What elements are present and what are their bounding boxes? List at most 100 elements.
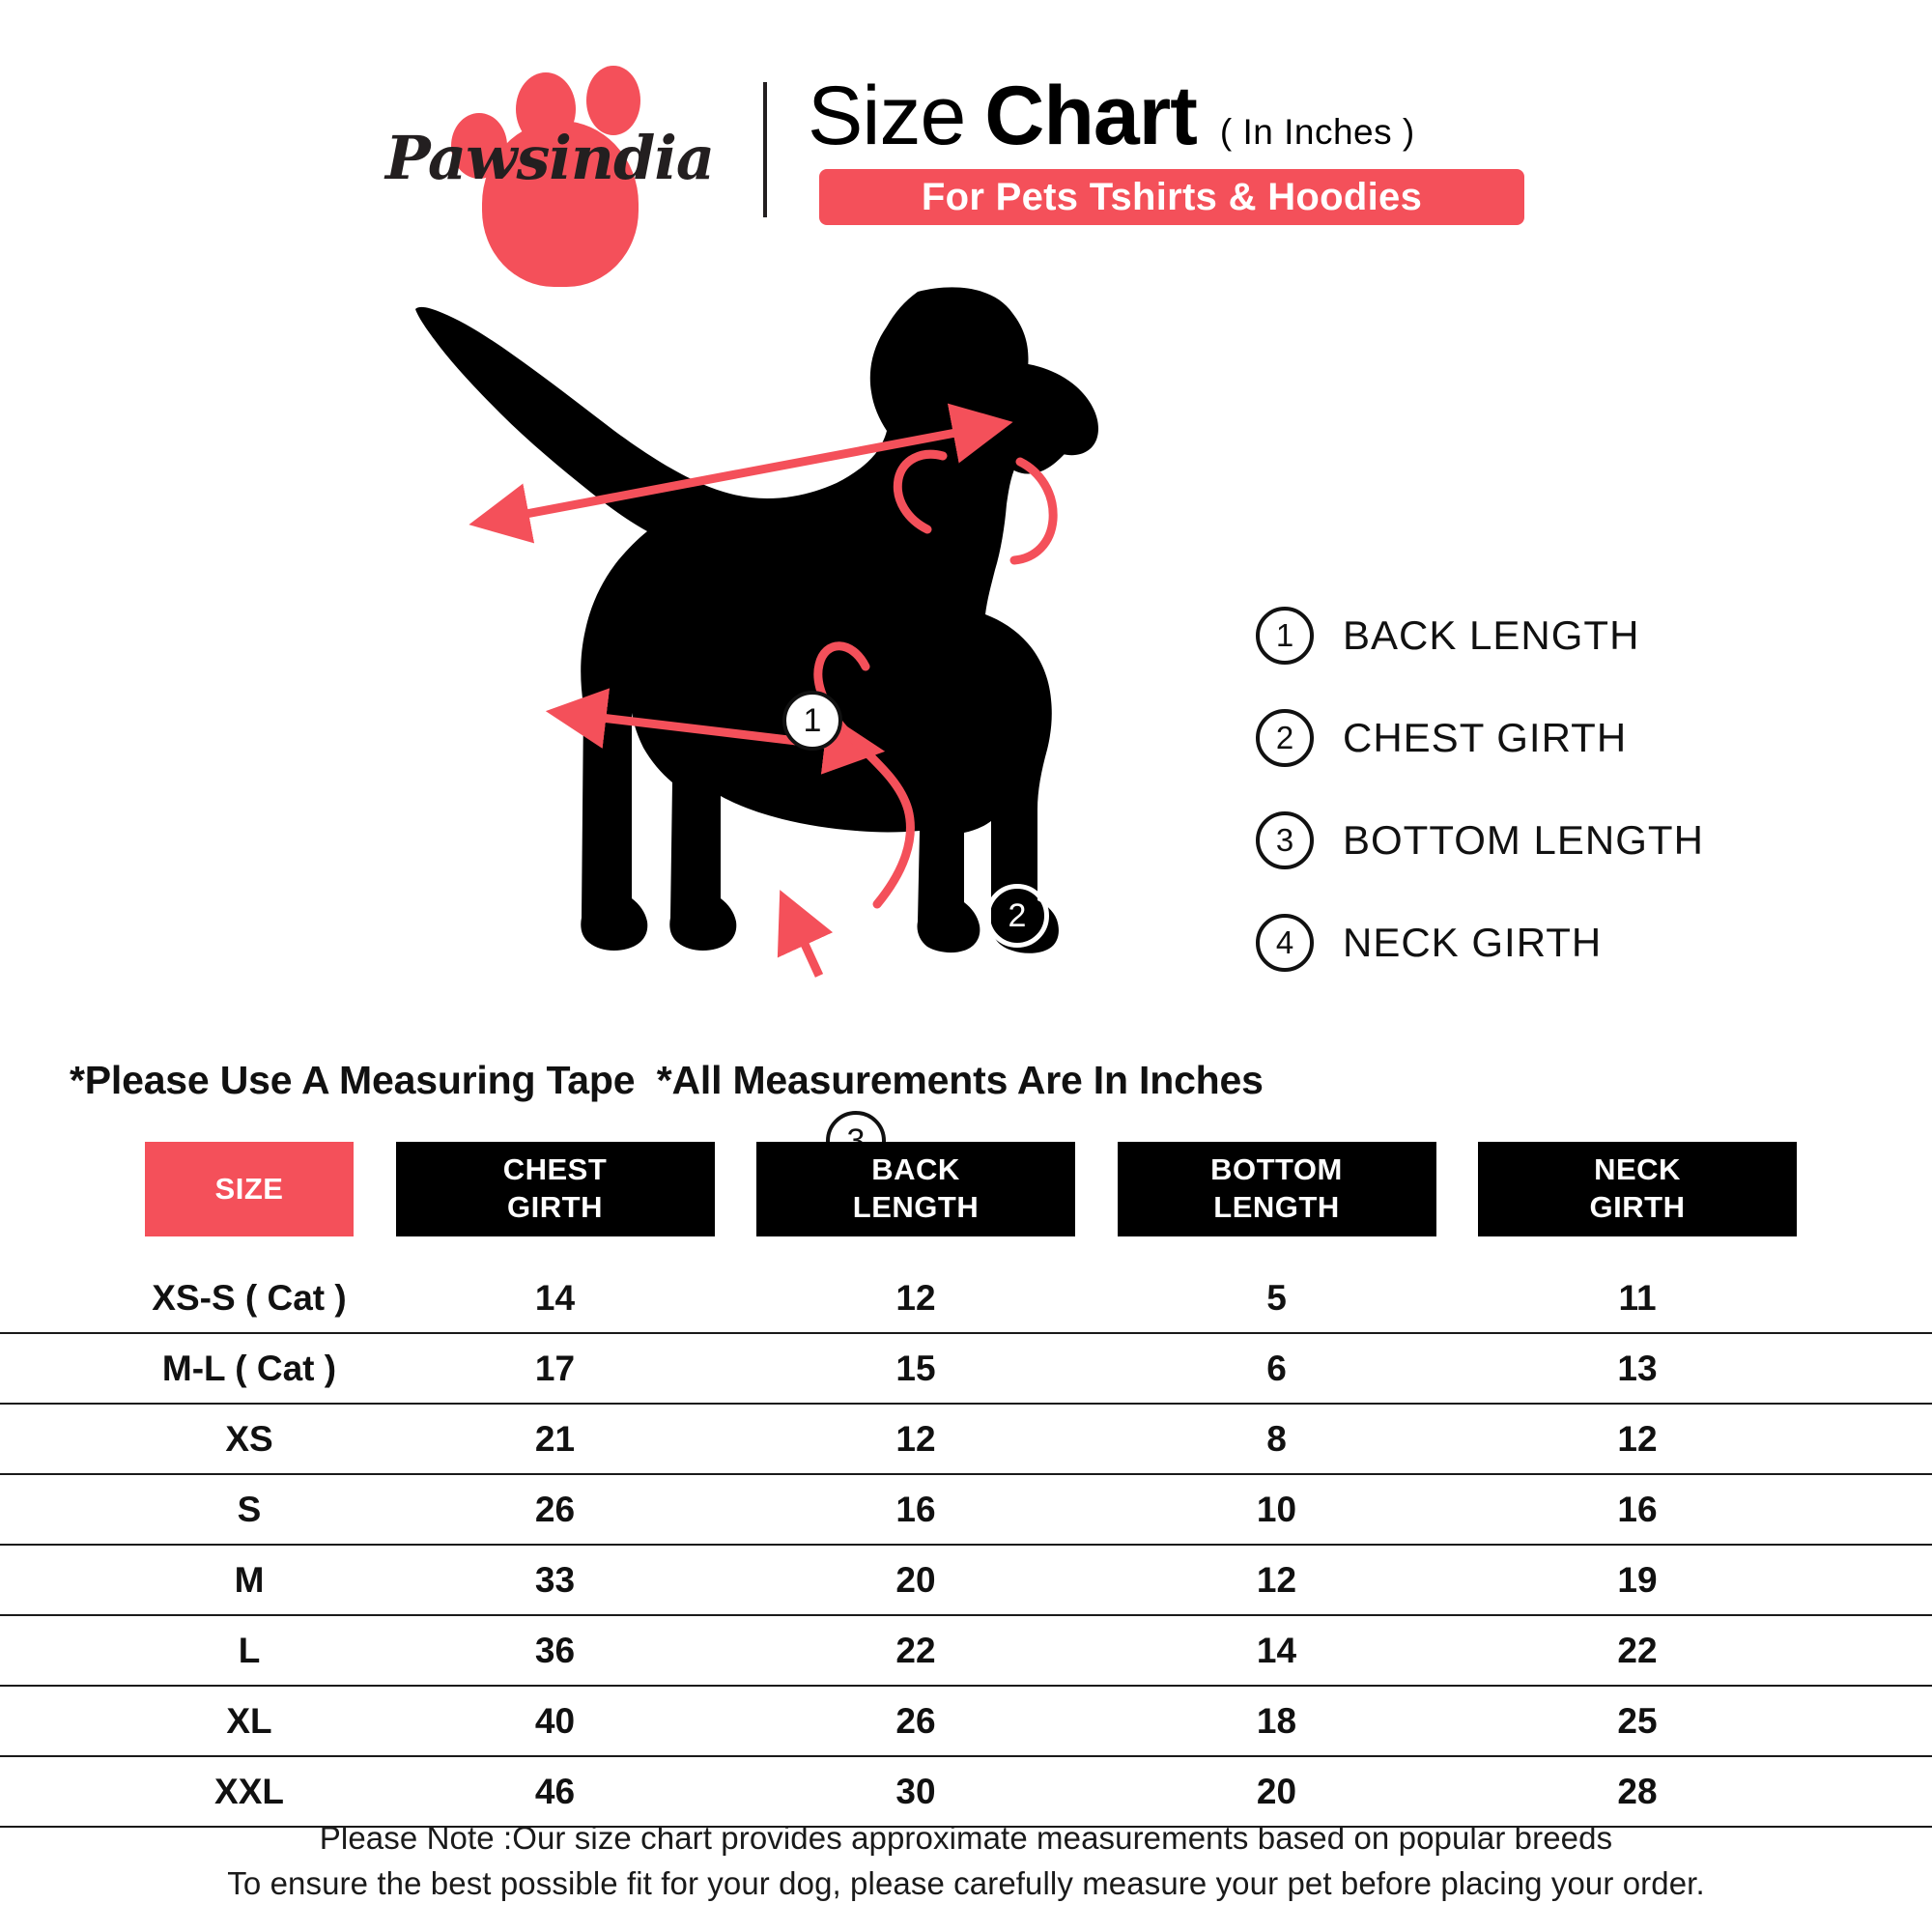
cell-back-length: 16 [895,1489,936,1529]
cell-size: L [238,1630,261,1670]
cell-size: S [237,1489,262,1529]
page-title-unit: ( In Inches ) [1219,112,1415,152]
table-row: XL 40 26 18 25 [0,1687,1932,1757]
column-header-size-line1: SIZE [214,1171,284,1206]
cell-bottom-length: 18 [1256,1700,1297,1741]
neck-girth-loop [893,449,1058,565]
legend-item-neck-girth: 4 NECK GIRTH [1256,892,1855,994]
cell-bottom-length: 14 [1256,1630,1297,1670]
cell-chest-girth: 46 [534,1771,576,1811]
cell-size: M-L ( Cat ) [161,1348,337,1388]
legend-label-chest-girth: CHEST GIRTH [1343,715,1628,760]
cell-neck-girth: 16 [1617,1489,1658,1529]
legend-item-back-length: 1 BACK LENGTH [1256,584,1855,687]
cell-back-length: 22 [895,1630,936,1670]
cell-bottom-length: 10 [1256,1489,1297,1529]
legend-item-bottom-length: 3 BOTTOM LENGTH [1256,789,1855,892]
cell-neck-girth: 28 [1617,1771,1658,1811]
measurement-legend: 1 BACK LENGTH 2 CHEST GIRTH 3 BOTTOM LEN… [1256,584,1855,994]
cell-back-length: 12 [895,1418,936,1459]
page-title-light: Size [808,70,966,162]
title-block: Size Chart ( In Inches ) For Pets Tshirt… [808,74,1571,225]
cell-size: XXL [214,1771,284,1811]
column-header-neck-girth: NECK GIRTH [1478,1142,1797,1236]
cell-bottom-length: 5 [1266,1277,1287,1318]
cell-bottom-length: 12 [1256,1559,1297,1600]
column-header-chest-girth-line2: GIRTH [507,1190,603,1224]
page-header: Pawsindia Size Chart ( In Inches ) For P… [0,48,1932,287]
legend-item-chest-girth: 2 CHEST GIRTH [1256,687,1855,789]
cell-neck-girth: 13 [1617,1348,1658,1388]
cell-back-length: 12 [895,1277,936,1318]
legend-label-back-length: BACK LENGTH [1343,612,1640,658]
footer-note-line-1: Please Note :Our size chart provides app… [319,1820,1613,1856]
column-header-bottom-length: BOTTOM LENGTH [1117,1142,1436,1236]
cell-neck-girth: 19 [1617,1559,1658,1600]
column-header-back-length-line1: BACK [871,1152,960,1187]
column-header-bottom-length-line1: BOTTOM [1210,1152,1343,1187]
column-header-neck-girth-line2: GIRTH [1589,1190,1686,1224]
cell-neck-girth: 11 [1618,1277,1657,1318]
header-divider [763,82,767,217]
legend-number-4: 4 [1256,914,1314,972]
table-row: XS-S ( Cat ) 14 12 5 11 [0,1264,1932,1334]
cell-neck-girth: 22 [1617,1630,1658,1670]
cell-chest-girth: 40 [534,1700,576,1741]
cell-size: XS [225,1418,273,1459]
footer-note-line-2: To ensure the best possible fit for your… [227,1864,1705,1901]
cell-size: M [234,1559,265,1600]
table-row: XS 21 12 8 12 [0,1405,1932,1475]
back-length-marker: 1 [782,691,842,751]
column-header-chest-girth-line1: CHEST [502,1152,608,1187]
cell-back-length: 20 [895,1559,936,1600]
cell-bottom-length: 20 [1256,1771,1297,1811]
cell-back-length: 15 [895,1348,936,1388]
legend-number-3: 3 [1256,811,1314,869]
legend-number-2: 2 [1256,709,1314,767]
chest-girth-marker: 2 [985,884,1049,948]
column-header-chest-girth: CHEST GIRTH [395,1142,715,1236]
brand-logo: Pawsindia [361,53,738,287]
subtitle-banner-label: For Pets Tshirts & Hoodies [921,175,1423,218]
cell-chest-girth: 14 [534,1277,576,1318]
page-title-bold: Chart [984,70,1198,162]
cell-bottom-length: 8 [1266,1418,1287,1459]
legend-label-bottom-length: BOTTOM LENGTH [1343,817,1704,863]
table-row: M-L ( Cat ) 17 15 6 13 [0,1334,1932,1405]
paw-print-icon [361,53,738,287]
neck-girth-marker: 4 [1046,729,1110,793]
cell-back-length: 30 [895,1771,936,1811]
legend-label-neck-girth: NECK GIRTH [1343,920,1603,965]
column-header-neck-girth-line1: NECK [1594,1152,1681,1187]
cell-chest-girth: 21 [534,1418,576,1459]
cell-chest-girth: 17 [534,1348,576,1388]
cell-neck-girth: 25 [1617,1700,1658,1741]
cell-chest-girth: 36 [534,1630,576,1670]
cell-back-length: 26 [895,1700,936,1741]
cell-size: XS-S ( Cat ) [152,1277,347,1318]
cell-bottom-length: 6 [1266,1348,1287,1388]
column-header-back-length-line2: LENGTH [852,1190,980,1224]
cell-chest-girth: 26 [534,1489,576,1529]
table-header-row: SIZE CHEST GIRTH BACK LENGTH BOTTOM LENG… [0,1142,1932,1236]
measurement-illustration: 1 2 3 4 [0,280,1932,1171]
footer-note: Please Note :Our size chart provides app… [0,1816,1932,1907]
chest-girth-loop [777,641,915,978]
table-row: XXL 46 30 20 28 [0,1757,1932,1828]
column-header-size: SIZE [145,1142,354,1236]
back-length-arrow [469,403,1013,544]
column-header-back-length: BACK LENGTH [756,1142,1075,1236]
legend-number-1: 1 [1256,607,1314,665]
table-row: M 33 20 12 19 [0,1546,1932,1616]
measuring-tape-note: *Please Use A Measuring Tape *All Measur… [70,1058,1264,1102]
cell-chest-girth: 33 [534,1559,576,1600]
cell-neck-girth: 12 [1617,1418,1658,1459]
size-table: SIZE CHEST GIRTH BACK LENGTH BOTTOM LENG… [0,1142,1932,1828]
brand-wordmark: Pawsindia [384,123,715,193]
subtitle-banner: For Pets Tshirts & Hoodies [819,169,1524,225]
cell-size: XL [226,1700,272,1741]
table-row: L 36 22 14 22 [0,1616,1932,1687]
table-row: S 26 16 10 16 [0,1475,1932,1546]
column-header-bottom-length-line2: LENGTH [1213,1190,1340,1224]
